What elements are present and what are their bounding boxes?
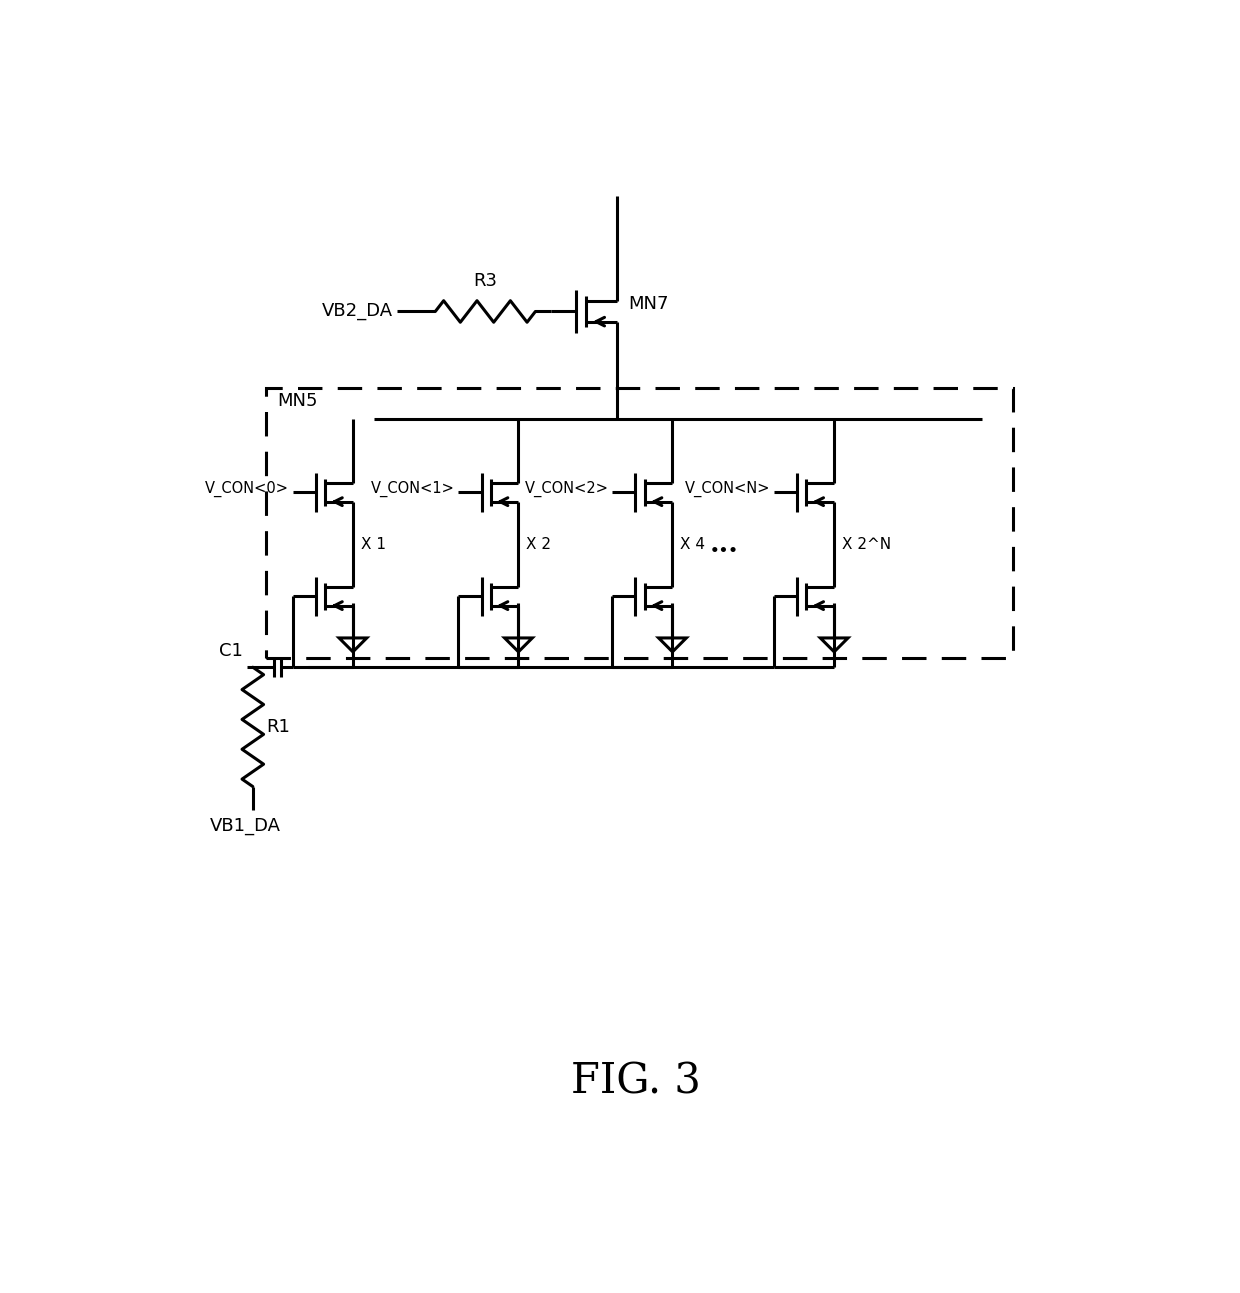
- Text: R1: R1: [267, 718, 290, 736]
- Text: R3: R3: [474, 272, 497, 290]
- Text: V_CON<N>: V_CON<N>: [684, 481, 770, 498]
- Text: X 4: X 4: [681, 537, 706, 552]
- Text: V_CON<0>: V_CON<0>: [205, 481, 289, 498]
- Text: MN7: MN7: [629, 295, 668, 313]
- Bar: [265, 388, 1013, 658]
- Text: C1: C1: [219, 641, 243, 659]
- Text: MN5: MN5: [278, 392, 317, 410]
- Text: VB1_DA: VB1_DA: [210, 817, 280, 835]
- Text: V_CON<1>: V_CON<1>: [371, 481, 455, 498]
- Text: V_CON<2>: V_CON<2>: [525, 481, 609, 498]
- Text: FIG. 3: FIG. 3: [570, 1060, 701, 1103]
- Text: ...: ...: [709, 531, 739, 557]
- Text: X 2: X 2: [526, 537, 551, 552]
- Text: X 1: X 1: [361, 537, 386, 552]
- Text: VB2_DA: VB2_DA: [322, 303, 393, 321]
- Text: X 2^N: X 2^N: [842, 537, 892, 552]
